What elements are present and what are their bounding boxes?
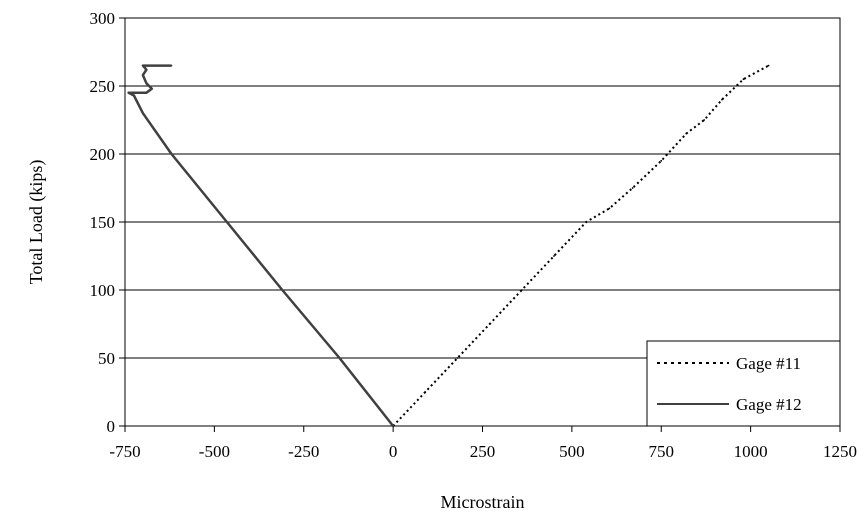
y-tick-label: 200	[90, 145, 116, 164]
data-point-gage-11	[520, 289, 523, 291]
x-tick-label: -750	[109, 442, 140, 461]
data-point-gage-12	[141, 74, 144, 77]
x-tick-label: -250	[288, 442, 319, 461]
data-point-gage-12	[145, 91, 148, 94]
series-layer	[127, 64, 770, 427]
data-point-gage-11	[631, 187, 634, 189]
data-point-gage-12	[225, 221, 228, 223]
y-tick-label: 300	[90, 9, 116, 28]
data-point-gage-11	[424, 391, 427, 393]
data-point-gage-11	[721, 98, 723, 101]
x-tick-label: 0	[389, 442, 398, 461]
legend-label-gage-11: Gage #11	[736, 354, 801, 373]
x-axis-title: Microstrain	[441, 492, 525, 512]
x-tick-label: 1250	[823, 442, 857, 461]
data-point-gage-11	[767, 64, 770, 67]
data-point-gage-11	[488, 323, 491, 325]
data-point-gage-12	[338, 357, 341, 359]
y-tick-label: 150	[90, 213, 116, 232]
data-point-gage-12	[145, 82, 148, 85]
data-point-gage-11	[742, 78, 745, 81]
data-point-gage-11	[703, 119, 706, 121]
data-point-gage-12	[141, 112, 144, 115]
x-tick-label: 250	[470, 442, 496, 461]
data-point-gage-12	[170, 153, 173, 155]
legend: Gage #11 Gage #12	[646, 340, 841, 427]
data-point-gage-12	[281, 289, 284, 291]
y-axis: 0 50 100 150 200 250 300	[90, 9, 125, 436]
legend-box	[646, 340, 841, 427]
x-tick-label: 750	[649, 442, 675, 461]
data-point-gage-11	[608, 207, 611, 210]
data-point-gage-11	[585, 221, 588, 223]
y-tick-label: 0	[107, 417, 116, 436]
data-point-gage-12	[127, 91, 130, 94]
x-tick-label: -500	[199, 442, 230, 461]
series-line-gage-12	[127, 64, 395, 427]
gridlines	[125, 85, 840, 359]
x-tick-label: 1000	[734, 442, 768, 461]
data-point-gage-11	[456, 357, 459, 359]
data-point-gage-11	[553, 255, 555, 257]
series-line-gage-11	[392, 64, 769, 427]
data-point-gage-11	[660, 159, 663, 162]
data-point-gage-12	[141, 64, 144, 67]
x-axis: -750 -500 -250 0 250 500 750 1000 1250	[109, 426, 857, 461]
x-tick-label: 500	[559, 442, 585, 461]
y-tick-label: 50	[98, 349, 115, 368]
data-point-gage-12	[145, 68, 148, 71]
data-point-gage-12	[150, 87, 153, 90]
data-point-gage-12	[133, 94, 135, 97]
y-tick-label: 250	[90, 77, 116, 96]
legend-label-gage-12: Gage #12	[736, 395, 802, 414]
y-tick-label: 100	[90, 281, 116, 300]
y-axis-title: Total Load (kips)	[26, 160, 47, 285]
data-point-gage-12	[170, 64, 173, 67]
data-point-gage-11	[685, 132, 688, 135]
